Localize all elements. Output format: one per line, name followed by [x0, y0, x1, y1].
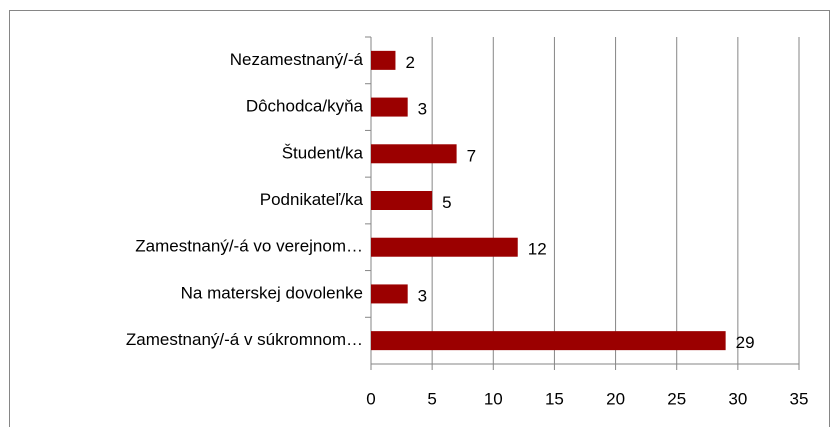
x-tick-label: 0	[366, 389, 375, 408]
y-tick-label: Nezamestnaný/-á	[230, 50, 364, 69]
data-label: 2	[405, 53, 414, 72]
chart-frame	[9, 10, 830, 427]
bar	[371, 144, 457, 164]
y-tick-label: Študent/ka	[282, 143, 364, 162]
bar	[371, 50, 396, 70]
y-tick-label: Zamestnaný/-á v súkromnom…	[126, 330, 363, 349]
x-tick-label: 25	[667, 389, 686, 408]
data-label: 3	[418, 286, 427, 305]
y-tick-label: Podnikateľ/ka	[260, 190, 364, 209]
x-tick-label: 15	[545, 389, 564, 408]
x-tick-label: 30	[728, 389, 747, 408]
bar	[371, 97, 408, 117]
y-tick-label: Na materskej dovolenke	[181, 283, 363, 302]
x-tick-label: 10	[484, 389, 503, 408]
data-label: 29	[736, 333, 755, 352]
data-label: 7	[467, 146, 476, 165]
bar	[371, 284, 408, 304]
y-tick-label: Zamestnaný/-á vo verejnom…	[135, 237, 363, 256]
y-tick-label: Dôchodca/kyňa	[246, 97, 364, 116]
x-tick-label: 5	[427, 389, 436, 408]
x-tick-label: 35	[790, 389, 809, 408]
x-tick-label: 20	[606, 389, 625, 408]
bar	[371, 331, 726, 351]
bar	[371, 191, 433, 210]
data-label: 3	[418, 100, 427, 119]
bar	[371, 237, 518, 257]
data-label: 12	[528, 240, 547, 259]
data-label: 5	[442, 193, 451, 212]
